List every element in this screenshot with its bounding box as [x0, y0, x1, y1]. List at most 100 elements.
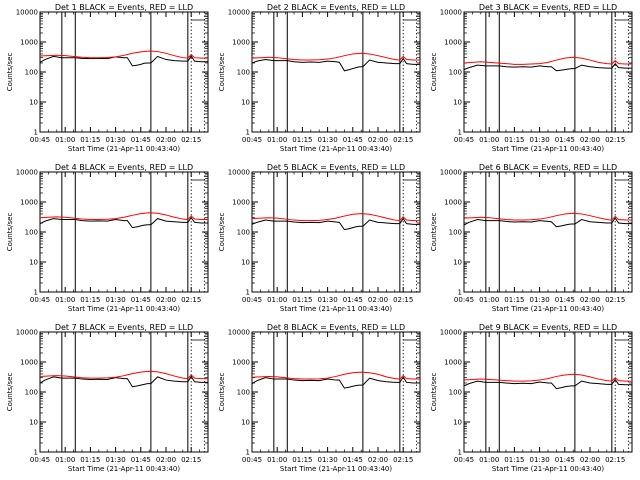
y-tick-label: 10000 — [440, 329, 462, 337]
y-tick-label: 100 — [237, 389, 250, 397]
x-tick-label: 01:45 — [343, 456, 363, 464]
x-tick-label: 01:45 — [131, 136, 151, 144]
y-tick-label: 1 — [458, 289, 462, 297]
series-line-events — [39, 55, 208, 67]
x-tick-label: 01:45 — [131, 296, 151, 304]
x-tick-label: 01:00 — [55, 136, 75, 144]
panel-1: 1 10 100 1000 10000 00:45 01:00 01:15 01:30 01:45… — [6, 3, 209, 153]
x-axis-label: Start Time (21-Apr-11 00:43:40) — [492, 465, 604, 473]
y-tick-label: 10000 — [440, 9, 462, 17]
x-tick-label: 02:00 — [156, 296, 176, 304]
x-tick-label: 02:00 — [368, 456, 388, 464]
x-tick-label: 01:15 — [292, 136, 312, 144]
panel-title: Det 6 BLACK = Events, RED = LLD — [479, 163, 617, 172]
x-tick-label: 00:45 — [30, 136, 50, 144]
x-tick-label: 01:45 — [343, 136, 363, 144]
x-tick-label: 01:00 — [479, 296, 499, 304]
y-tick-label: 1000 — [20, 199, 38, 207]
panel-3: 1 10 100 1000 10000 00:45 01:00 01:15 01:30 01:45… — [430, 3, 633, 153]
x-tick-label: 01:15 — [504, 136, 524, 144]
series-line-lld — [251, 371, 420, 380]
x-tick-label: 01:30 — [106, 296, 126, 304]
y-tick-label: 1000 — [232, 359, 250, 367]
x-tick-label: 00:45 — [242, 296, 262, 304]
x-tick-label: 01:15 — [80, 296, 100, 304]
y-tick-label: 10 — [453, 99, 462, 107]
x-tick-label: 02:00 — [580, 456, 600, 464]
plot-frame — [251, 11, 421, 133]
plot-frame — [39, 331, 209, 453]
x-tick-label: 01:30 — [530, 296, 550, 304]
y-tick-label: 10 — [241, 99, 250, 107]
y-axis-label: Counts/sec — [430, 53, 438, 92]
x-tick-label: 01:30 — [530, 456, 550, 464]
x-tick-label: 01:00 — [55, 456, 75, 464]
y-tick-label: 10000 — [16, 169, 38, 177]
x-tick-label: 01:45 — [343, 296, 363, 304]
x-tick-label: 00:45 — [454, 456, 474, 464]
y-axis-label: Counts/sec — [218, 213, 226, 252]
x-axis-label: Start Time (21-Apr-11 00:43:40) — [68, 465, 180, 473]
panel-title: Det 9 BLACK = Events, RED = LLD — [479, 323, 617, 332]
y-tick-label: 100 — [237, 229, 250, 237]
y-tick-label: 1000 — [444, 199, 462, 207]
series-line-lld — [251, 213, 420, 222]
x-tick-label: 02:00 — [580, 296, 600, 304]
panel-9: 1 10 100 1000 10000 00:45 01:00 01:15 01:30 01:45… — [430, 323, 633, 473]
y-tick-label: 100 — [449, 229, 462, 237]
panel-title: Det 5 BLACK = Events, RED = LLD — [267, 163, 405, 172]
series-line-lld — [463, 56, 632, 65]
x-tick-label: 02:00 — [368, 136, 388, 144]
y-tick-label: 1000 — [232, 39, 250, 47]
x-axis-label: Start Time (21-Apr-11 00:43:40) — [280, 145, 392, 153]
panel-title: Det 4 BLACK = Events, RED = LLD — [55, 163, 193, 172]
y-tick-label: 100 — [25, 69, 38, 77]
y-tick-label: 1000 — [444, 359, 462, 367]
y-tick-label: 10 — [453, 259, 462, 267]
y-tick-label: 10000 — [16, 329, 38, 337]
x-tick-label: 02:15 — [181, 296, 201, 304]
y-tick-label: 100 — [25, 389, 38, 397]
y-tick-label: 1 — [458, 129, 462, 137]
panel-title: Det 7 BLACK = Events, RED = LLD — [55, 323, 193, 332]
x-tick-label: 01:00 — [479, 136, 499, 144]
series-line-lld — [463, 212, 632, 221]
series-line-lld — [251, 52, 420, 61]
x-tick-label: 02:15 — [181, 136, 201, 144]
y-tick-label: 10000 — [228, 169, 250, 177]
panel-8: 1 10 100 1000 10000 00:45 01:00 01:15 01:30 01:45… — [218, 323, 421, 473]
series-line-events — [251, 376, 420, 389]
x-tick-label: 01:45 — [131, 456, 151, 464]
y-tick-label: 1000 — [444, 39, 462, 47]
y-axis-label: Counts/sec — [6, 213, 14, 252]
y-axis-label: Counts/sec — [6, 53, 14, 92]
y-tick-label: 1 — [246, 129, 250, 137]
series-line-lld — [463, 373, 632, 382]
panel-2: 1 10 100 1000 10000 00:45 01:00 01:15 01:30 01:45… — [218, 3, 421, 153]
series-line-lld — [39, 50, 208, 59]
y-tick-label: 10000 — [440, 169, 462, 177]
x-tick-label: 00:45 — [454, 296, 474, 304]
y-tick-label: 100 — [449, 69, 462, 77]
series-line-events — [39, 375, 208, 388]
x-tick-label: 02:15 — [181, 456, 201, 464]
x-axis-label: Start Time (21-Apr-11 00:43:40) — [280, 305, 392, 313]
x-tick-label: 02:15 — [605, 136, 625, 144]
y-tick-label: 1 — [458, 449, 462, 457]
series-line-events — [463, 378, 632, 390]
series-line-lld — [39, 370, 208, 380]
y-tick-label: 10 — [29, 99, 38, 107]
y-axis-label: Counts/sec — [430, 213, 438, 252]
plot-frame — [39, 11, 209, 133]
series-line-events — [463, 217, 632, 228]
plot-frame — [251, 171, 421, 293]
y-tick-label: 1000 — [232, 199, 250, 207]
y-tick-label: 10 — [241, 419, 250, 427]
y-tick-label: 10 — [453, 419, 462, 427]
x-axis-label: Start Time (21-Apr-11 00:43:40) — [492, 145, 604, 153]
x-tick-label: 01:15 — [292, 296, 312, 304]
x-tick-label: 01:15 — [292, 456, 312, 464]
x-tick-label: 00:45 — [30, 456, 50, 464]
panel-title: Det 2 BLACK = Events, RED = LLD — [267, 3, 405, 12]
y-axis-label: Counts/sec — [6, 373, 14, 412]
